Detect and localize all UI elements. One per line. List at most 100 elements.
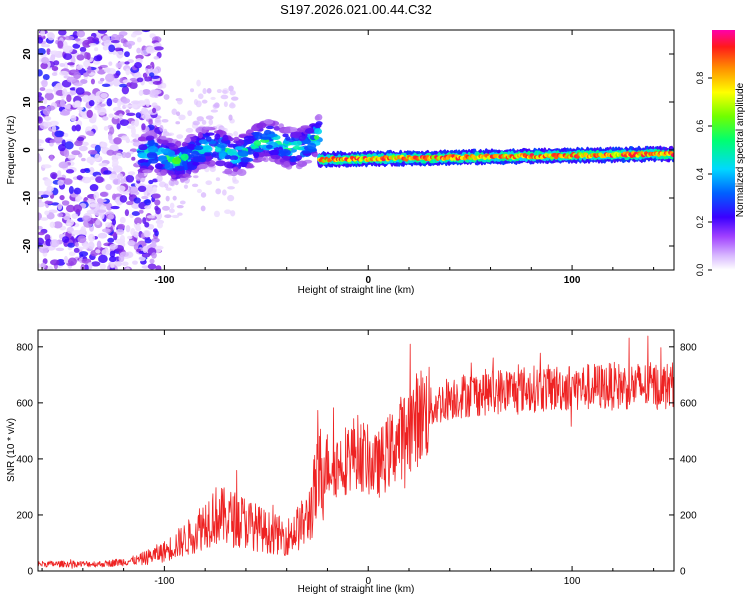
spectrogram-noise-blob — [87, 149, 98, 155]
spectrogram-noise-blob — [43, 121, 53, 127]
spectrogram-noise-blob — [176, 134, 184, 139]
spectrogram-noise-blob — [191, 183, 199, 188]
spectrogram-noise-blob — [232, 176, 237, 183]
spectrogram-band-blob — [147, 139, 155, 146]
spectrogram-noise-blob — [154, 94, 159, 98]
spectrogram-noise-blob — [210, 109, 219, 113]
spectrogram-noise-blob — [82, 243, 89, 250]
spectrogram-band-blob — [282, 155, 290, 161]
spectrogram-noise-blob — [121, 261, 129, 267]
spectrogram-noise-blob — [127, 171, 136, 176]
spectrogram-noise-blob — [99, 77, 105, 82]
spectrogram-band-blob — [253, 140, 262, 147]
spectrogram-noise-blob — [47, 32, 55, 41]
spectrogram-noise-blob — [110, 205, 120, 210]
spectrogram-band-blob — [167, 150, 176, 157]
spectrogram-noise-blob — [57, 179, 65, 186]
spectrogram-noise-blob — [136, 222, 141, 230]
spectrogram-noise-blob — [105, 73, 115, 82]
spectrogram-noise-blob — [101, 248, 110, 256]
spectrogram-band-blob — [142, 169, 153, 174]
spectrogram-band-blob — [194, 145, 204, 151]
spectrogram-noise-blob — [227, 186, 235, 190]
spectrogram-noise-blob — [44, 116, 52, 121]
spectrogram-noise-blob — [131, 104, 138, 109]
spectrogram-band-blob — [193, 155, 204, 161]
spectrogram-noise-blob — [41, 164, 52, 169]
spectrogram-band-blob — [312, 152, 319, 158]
spectrogram-y-axis: 20 10 0 -10 -20 — [22, 48, 674, 253]
spectrogram-noise-blob — [42, 108, 51, 116]
spectrogram-noise-blob — [228, 85, 234, 92]
chart-title: S197.2026.021.00.44.C32 — [280, 2, 432, 17]
spectrogram-band-blob — [170, 174, 177, 179]
spectrogram-band-blob — [198, 163, 208, 170]
spectrogram-band-blob — [301, 150, 311, 154]
spectrogram-band-blob — [292, 145, 302, 150]
spectrogram-noise-blob — [87, 209, 94, 214]
spectrogram-noise-blob — [38, 237, 45, 245]
spectrogram-noise-blob — [92, 113, 97, 121]
spectrogram-band-blob — [203, 126, 211, 130]
spectrogram-band-blob — [145, 135, 155, 141]
spectrogram-noise-blob — [132, 141, 142, 147]
spectrogram-noise-blob — [208, 119, 214, 126]
spectrogram-noise-blob — [125, 137, 131, 144]
spectrogram-noise-blob — [193, 99, 199, 106]
spectrogram-band-blob — [257, 157, 267, 162]
spectrogram-noise-blob — [175, 121, 181, 125]
spectrogram-noise-blob — [183, 184, 189, 189]
spectrogram-noise-blob — [198, 93, 204, 100]
spectrogram-noise-blob — [109, 243, 118, 250]
spectrogram-noise-blob — [40, 217, 49, 221]
spectrogram-band-blob — [229, 155, 239, 161]
spectrogram-noise-blob — [187, 110, 193, 117]
spectrogram-noise-blob — [46, 48, 51, 55]
spectrogram-y-label: Frequency (Hz) — [6, 116, 17, 185]
spectrogram-noise-blob — [95, 176, 104, 184]
spectrogram-noise-blob — [133, 197, 141, 204]
spectrogram-noise-blob — [50, 239, 60, 248]
spectrogram-noise-blob — [49, 50, 59, 55]
spectrogram-noise-blob — [224, 209, 232, 214]
spectrogram-noise-blob — [146, 65, 152, 69]
spectrogram-noise-blob — [39, 87, 46, 92]
colorbar-tick-label: 0.4 — [695, 168, 705, 181]
spectrogram-noise-blob — [97, 30, 108, 34]
spectrogram-noise-blob — [54, 130, 64, 138]
spectrogram-noise-blob — [38, 36, 44, 44]
spectrogram-noise-blob — [165, 187, 172, 191]
spectrogram-band-blob — [165, 142, 176, 148]
spectrogram-noise-blob — [63, 53, 73, 60]
spectrogram-noise-blob — [230, 96, 239, 101]
spectrogram-noise-blob — [109, 267, 116, 270]
spectrogram-band-blob — [243, 135, 255, 142]
spectrogram-noise-blob — [51, 125, 57, 133]
spectrogram-noise-blob — [205, 115, 214, 120]
spectrogram-noise-blob — [38, 147, 45, 152]
spectrogram-noise-blob — [65, 104, 71, 110]
spectrogram-noise-blob — [148, 179, 154, 185]
spectrogram-noise-blob — [152, 193, 161, 199]
colorbar: 0.0 0.2 0.4 0.6 0.8 Normalized spectral ampl… — [695, 30, 746, 276]
spectrogram-band-blob — [222, 134, 229, 142]
spectrogram-noise-blob — [81, 157, 86, 162]
spectrogram-noise-blob — [81, 176, 92, 184]
spectrogram-band-blob — [296, 127, 307, 132]
spectrogram-noise-blob — [95, 219, 101, 226]
spectrogram-noise-blob — [130, 100, 141, 105]
spectrogram-noise-blob — [75, 65, 83, 70]
spectrogram-noise-blob — [105, 222, 112, 228]
spectrogram-band-blob — [296, 160, 308, 167]
spectrogram-band-blob — [181, 160, 189, 167]
spectrogram-noise-blob — [85, 126, 93, 133]
spectrogram-noise-blob — [38, 153, 41, 162]
spectrogram-noise-blob — [134, 217, 143, 225]
spectrogram-noise-blob — [38, 116, 43, 124]
spectrogram-band-blob — [226, 148, 238, 155]
spectrogram-noise-blob — [119, 195, 128, 203]
spectrogram-noise-blob — [121, 85, 130, 95]
spectrogram-noise-blob — [163, 94, 170, 100]
spectrogram-noise-blob — [149, 72, 155, 77]
spectrogram-band-blob — [186, 143, 197, 150]
